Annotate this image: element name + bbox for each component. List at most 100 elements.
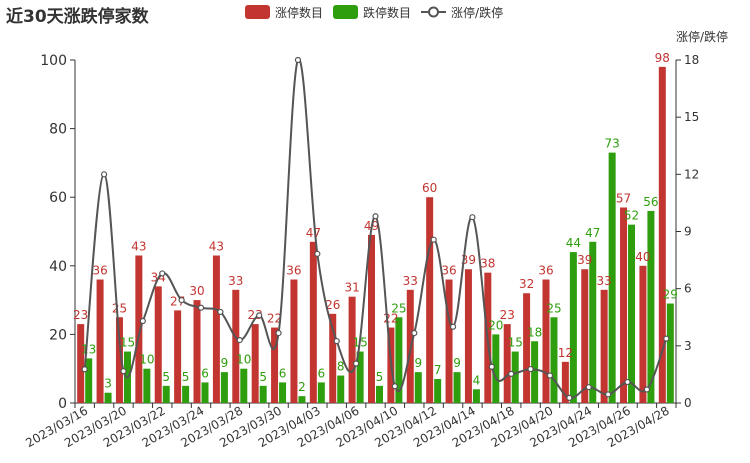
- ratio-point: [100, 171, 108, 178]
- chart-title: 近30天涨跌停家数: [6, 7, 149, 27]
- bar-down-label: 56: [643, 195, 658, 209]
- ratio-point: [585, 384, 592, 391]
- y-right-tick-label: 0: [684, 396, 692, 410]
- bar-down-label: 5: [259, 370, 267, 384]
- bar-down-label: 8: [337, 360, 345, 374]
- y-right-tick-label: 9: [684, 225, 692, 239]
- bar-down-label: 29: [663, 288, 678, 302]
- bar-up-label: 36: [441, 264, 456, 278]
- bar-up-label: 98: [655, 51, 670, 65]
- bar-up: [620, 207, 628, 403]
- bar-down-label: 5: [182, 370, 190, 384]
- ratio-point: [566, 394, 573, 401]
- bar-down: [434, 378, 442, 403]
- bar-down-label: 3: [104, 377, 112, 391]
- bar-up: [523, 293, 531, 403]
- bar-up-label: 23: [73, 308, 88, 322]
- ratio-point: [430, 236, 437, 243]
- bar-up: [174, 310, 182, 403]
- y-right-tick-label: 15: [684, 110, 699, 124]
- ratio-point: [488, 363, 495, 370]
- bar-down: [356, 351, 364, 403]
- ratio-point: [81, 366, 88, 373]
- bar-up-label: 33: [228, 274, 243, 288]
- y-right-tick-label: 6: [684, 282, 692, 296]
- bar-up-label: 43: [209, 240, 224, 254]
- ratio-point: [217, 308, 224, 316]
- bar-up: [464, 269, 472, 403]
- ratio-point: [178, 297, 185, 304]
- bar-down: [337, 375, 345, 403]
- bar-up: [115, 317, 123, 403]
- bar-up-label: 23: [248, 308, 263, 322]
- bar-down: [201, 382, 209, 403]
- legend-item-ratio[interactable]: 涨停/跌停: [421, 4, 503, 21]
- bar-up: [251, 324, 259, 403]
- ratio-point: [391, 383, 398, 390]
- legend-item-up[interactable]: 涨停数目: [245, 4, 323, 21]
- bar-up: [503, 324, 511, 403]
- bar-up: [581, 269, 589, 403]
- ratio-point: [275, 329, 282, 337]
- bar-down-label: 10: [236, 353, 251, 367]
- bar-down-label: 9: [453, 356, 461, 370]
- bar-down: [104, 392, 112, 403]
- ratio-point: [624, 378, 631, 386]
- bar-down-label: 73: [605, 137, 620, 151]
- bar-up-label: 40: [635, 250, 650, 264]
- bar-up: [445, 279, 453, 403]
- bar-down: [376, 385, 383, 403]
- bar-up-label: 38: [480, 257, 495, 271]
- bar-down-label: 25: [546, 301, 561, 315]
- bar-down-label: 15: [120, 336, 135, 350]
- bar-down: [492, 334, 500, 403]
- y-right-tick-label: 18: [684, 53, 699, 67]
- bar-up: [368, 234, 375, 403]
- bar-up-label: 36: [538, 264, 553, 278]
- ratio-point: [139, 317, 146, 325]
- bar-down: [279, 382, 287, 403]
- y-left-tick-label: 0: [58, 396, 67, 412]
- legend-label-up: 涨停数目: [275, 5, 324, 20]
- legend-swatch-ratio: [421, 6, 447, 18]
- bar-down-label: 5: [376, 370, 384, 384]
- bar-down: [259, 385, 267, 403]
- bar-up: [658, 66, 666, 404]
- bar-up: [290, 279, 298, 403]
- bar-down: [647, 210, 655, 403]
- bar-up: [154, 286, 162, 403]
- bar-down-label: 6: [318, 366, 326, 380]
- legend: 涨停数目 跌停数目 涨停/跌停: [245, 2, 513, 22]
- bar-down-label: 25: [391, 301, 406, 315]
- bar-up: [193, 300, 201, 403]
- bar-down: [531, 341, 539, 403]
- ratio-point: [236, 337, 243, 344]
- bar-up: [348, 296, 356, 403]
- ratio-point: [508, 370, 515, 377]
- legend-swatch-down: [333, 5, 359, 19]
- bar-up: [232, 289, 240, 403]
- y-right-axis-name: 涨停/跌停: [676, 29, 728, 44]
- bar-up: [329, 313, 337, 403]
- bar-up-label: 30: [189, 284, 204, 298]
- ratio-point: [372, 213, 379, 220]
- bar-down-label: 10: [139, 353, 154, 367]
- bar-down: [298, 396, 306, 403]
- bar-up: [212, 255, 220, 403]
- ratio-point: [643, 386, 651, 393]
- bar-down: [511, 351, 519, 403]
- ratio-point: [449, 323, 457, 330]
- bar-up-label: 60: [422, 181, 437, 195]
- bar-down: [414, 372, 422, 403]
- bar-up-label: 32: [519, 277, 534, 291]
- bar-down-label: 15: [508, 336, 523, 350]
- bar-up-label: 57: [616, 191, 631, 205]
- y-left-tick-label: 40: [49, 259, 67, 275]
- bar-up-label: 43: [131, 240, 146, 254]
- bar-down-label: 13: [81, 342, 96, 356]
- legend-item-down[interactable]: 跌停数目: [333, 4, 411, 21]
- ratio-point: [256, 312, 263, 319]
- bar-down-label: 9: [221, 356, 229, 370]
- bar-up-label: 33: [403, 274, 418, 288]
